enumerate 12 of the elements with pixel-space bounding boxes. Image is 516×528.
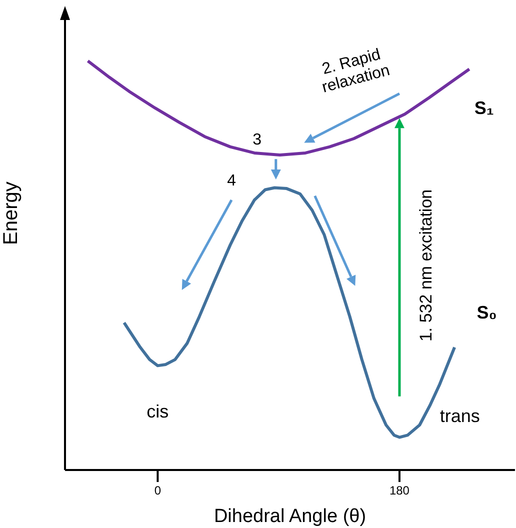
- annotation: trans: [440, 406, 480, 426]
- annotation: cis: [146, 401, 169, 422]
- annotation: 4: [227, 172, 236, 190]
- x-axis-title: Dihedral Angle (θ): [214, 506, 366, 527]
- x-tick-label: 0: [154, 484, 162, 498]
- annotation: 2. Rapid relaxation: [320, 46, 392, 97]
- y-axis-title: Energy: [0, 182, 22, 245]
- series-label: S₁: [474, 98, 494, 118]
- annotation: 3: [252, 132, 262, 149]
- x-tick-label: 180: [389, 484, 410, 498]
- series-label: S₀: [476, 302, 497, 323]
- annotation: 1. 532 nm excitation: [417, 189, 436, 342]
